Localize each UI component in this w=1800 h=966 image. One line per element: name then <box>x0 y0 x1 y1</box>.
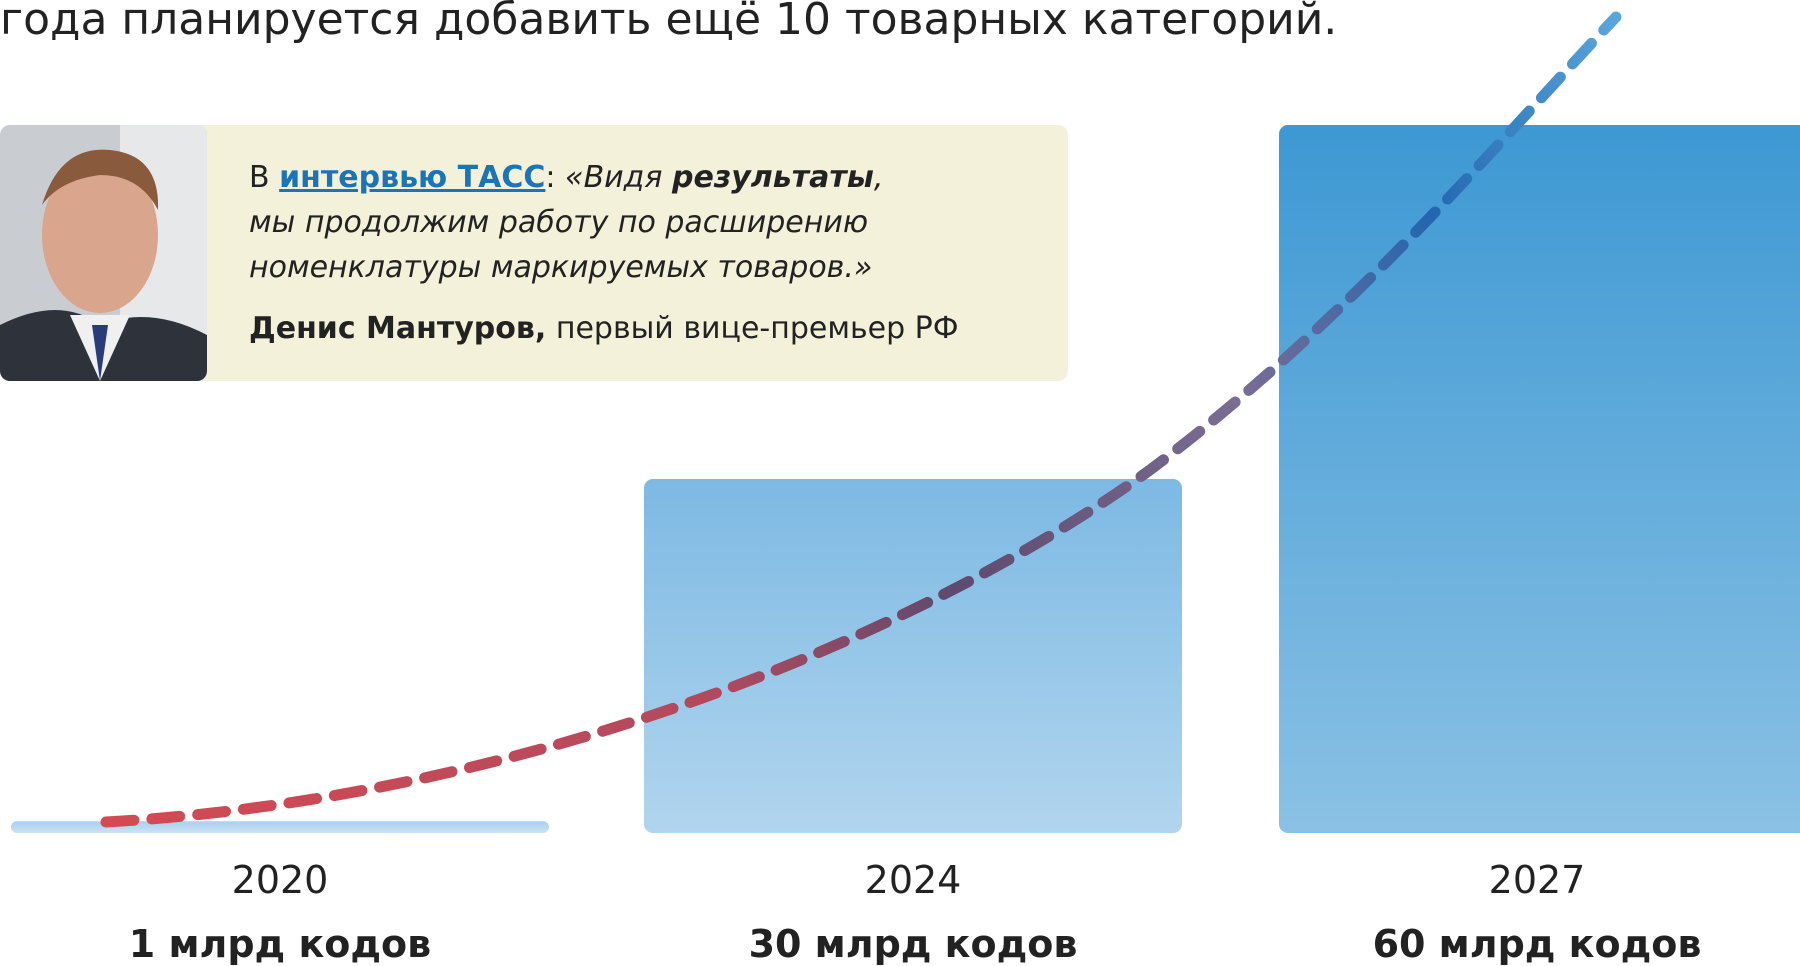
x-tick-label: 2024 <box>865 858 962 902</box>
quote-line: «Видя <box>565 160 662 195</box>
portrait <box>0 125 207 381</box>
quote-emphasis: результаты <box>672 160 874 195</box>
quote-line: номенклатуры маркируемых товаров.» <box>249 250 872 285</box>
value-label: 30 млрд кодов <box>749 922 1078 966</box>
bar <box>1279 125 1800 833</box>
quote-card: В интервью ТАСС: «Видя результаты, мы пр… <box>0 125 1068 381</box>
value-label: 60 млрд кодов <box>1373 922 1702 966</box>
author-role: первый вице-премьер РФ <box>556 311 959 346</box>
bar <box>11 821 549 833</box>
quote-line: мы продолжим работу по расширению <box>249 205 868 240</box>
bar <box>644 479 1182 833</box>
value-label: 1 млрд кодов <box>129 922 431 966</box>
quote-sep: : <box>545 160 555 195</box>
quote-author: Денис Мантуров, первый вице-премьер РФ <box>249 311 959 346</box>
author-name: Денис Мантуров, <box>249 311 546 346</box>
x-tick-label: 2020 <box>232 858 329 902</box>
x-tick-label: 2027 <box>1489 858 1586 902</box>
page: 2020 1 млрд кодов 2024 30 млрд кодов 2027 60 … <box>0 0 1800 966</box>
quote-line: , <box>874 160 884 195</box>
quote-link[interactable]: интервью ТАСС <box>279 160 545 195</box>
quote-text: В интервью ТАСС: «Видя результаты, мы пр… <box>249 155 883 290</box>
header-text: года планируется добавить ещё 10 товарны… <box>0 0 1337 45</box>
quote-lead: В <box>249 160 270 195</box>
